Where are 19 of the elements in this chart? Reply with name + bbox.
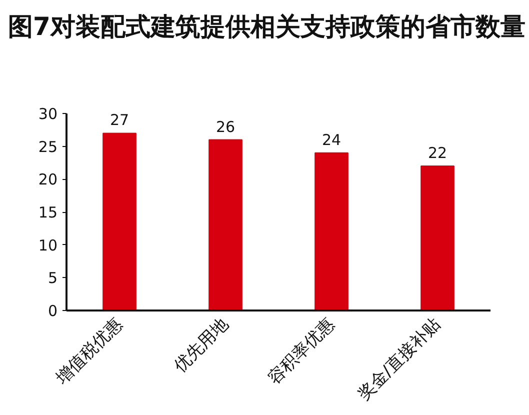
y-tick-label: 5 <box>48 269 58 288</box>
bar <box>102 132 136 310</box>
x-tick-label: 奖金/直接补贴 <box>354 314 445 405</box>
data-label: 24 <box>322 130 342 149</box>
data-label: 27 <box>110 111 130 130</box>
bar <box>314 152 348 310</box>
y-tick-label: 30 <box>38 105 58 123</box>
data-label: 22 <box>428 144 448 162</box>
y-tick-label: 25 <box>38 138 58 156</box>
x-tick-label: 容积率优惠 <box>264 314 339 389</box>
y-tick-label: 15 <box>38 204 58 222</box>
bar <box>208 139 242 310</box>
bar <box>420 166 454 310</box>
chart-title: 图7对装配式建筑提供相关支持政策的省市数量 <box>8 12 526 42</box>
y-tick-label: 0 <box>48 302 58 320</box>
y-tick-label: 10 <box>38 236 58 254</box>
y-tick-label: 20 <box>38 170 58 189</box>
data-label: 26 <box>216 118 236 136</box>
x-tick-label: 优先用地 <box>170 314 233 377</box>
